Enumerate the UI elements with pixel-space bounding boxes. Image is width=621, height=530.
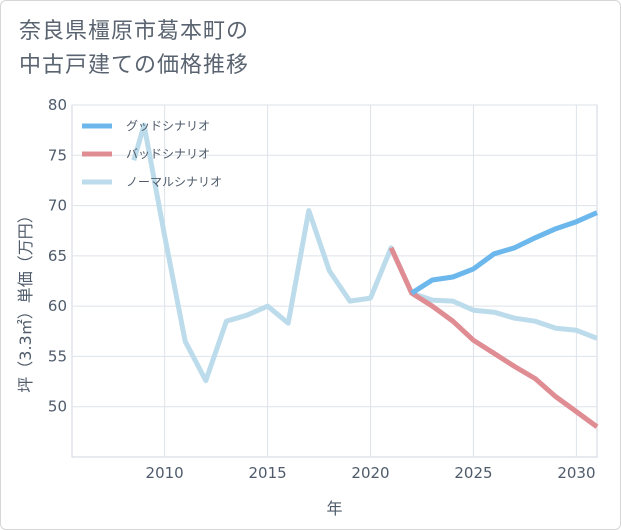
legend-label-1: バッドシナリオ — [126, 147, 210, 161]
grid-lines — [72, 104, 597, 457]
x-axis-title: 年 — [326, 499, 342, 518]
chart-title: 奈良県橿原市葛本町の 中古戸建ての価格推移 — [19, 15, 249, 83]
y-tick-label: 80 — [48, 96, 67, 114]
series-line-0 — [410, 210, 599, 296]
x-tick-label: 2020 — [351, 464, 389, 482]
x-tick-label: 2030 — [557, 464, 595, 482]
x-tick-label: 2015 — [248, 464, 286, 482]
y-tick-label: 50 — [48, 398, 67, 416]
series-line-1 — [388, 246, 599, 429]
x-tick-label: 2010 — [146, 464, 184, 482]
x-tick-label: 2025 — [454, 464, 492, 482]
series-lines — [131, 122, 599, 429]
chart-title-line-1: 奈良県橿原市葛本町の — [19, 19, 250, 44]
chart-title-line-2: 中古戸建ての価格推移 — [19, 53, 250, 78]
x-tick-labels: 2010 2015 2020 2025 2030 — [146, 464, 596, 482]
y-tick-labels: 50 55 60 65 70 75 80 — [48, 96, 67, 416]
y-tick-label: 75 — [48, 146, 67, 164]
y-tick-label: 55 — [48, 347, 67, 365]
series-line-2 — [131, 122, 598, 384]
y-tick-label: 60 — [48, 297, 67, 315]
y-tick-label: 70 — [48, 197, 67, 215]
y-axis-title: 坪（3.3㎡）単価（万円） — [16, 207, 35, 392]
y-tick-label: 65 — [48, 247, 67, 265]
legend-label-2: ノーマルシナリオ — [126, 175, 222, 189]
legend-label-0: グッドシナリオ — [126, 119, 210, 133]
